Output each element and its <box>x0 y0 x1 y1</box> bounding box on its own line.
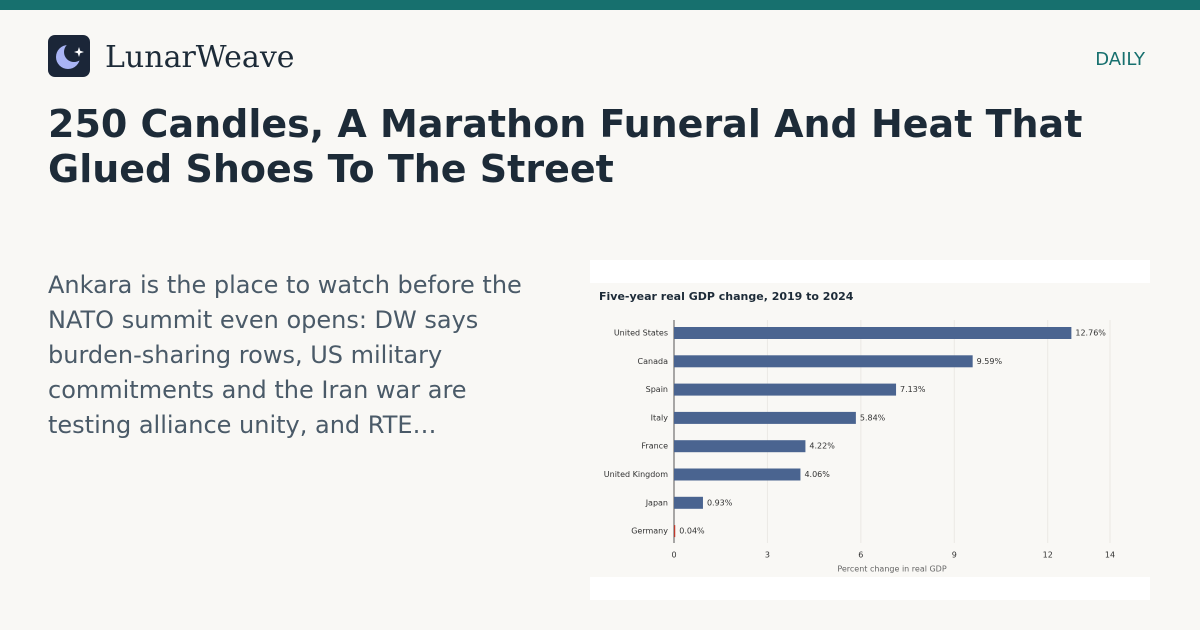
x-tick-label: 14 <box>1105 551 1115 560</box>
x-tick-label: 0 <box>671 551 676 560</box>
y-tick-label: Canada <box>638 357 669 366</box>
x-tick-label: 9 <box>952 551 957 560</box>
value-label: 0.93% <box>707 498 733 507</box>
value-label: 0.04% <box>679 527 705 536</box>
bar <box>674 327 1072 339</box>
bar <box>674 525 676 538</box>
value-label: 7.13% <box>900 385 926 394</box>
value-label: 5.84% <box>860 413 886 422</box>
x-tick-label: 6 <box>858 551 863 560</box>
y-tick-label: Spain <box>646 385 668 394</box>
x-axis-label: Percent change in real GDP <box>837 565 947 574</box>
chart-title: Five-year real GDP change, 2019 to 2024 <box>599 290 854 303</box>
top-bar <box>0 0 1200 10</box>
brand[interactable]: LunarWeave <box>105 40 295 75</box>
bar <box>674 411 856 424</box>
bar <box>674 440 806 453</box>
headline: 250 Candles, A Marathon Funeral And Heat… <box>48 102 1200 192</box>
logo <box>48 35 90 77</box>
section-label[interactable]: DAILY <box>1095 49 1145 70</box>
value-label: 4.22% <box>809 442 835 451</box>
bar <box>674 468 801 481</box>
y-tick-label: Japan <box>645 498 668 507</box>
bar <box>674 496 703 509</box>
y-tick-label: Italy <box>651 413 669 422</box>
value-label: 9.59% <box>977 357 1003 366</box>
value-label: 12.76% <box>1075 329 1106 338</box>
y-tick-label: United Kingdom <box>604 470 668 479</box>
x-tick-label: 12 <box>1043 551 1053 560</box>
bar <box>674 355 973 368</box>
x-tick-label: 3 <box>765 551 770 560</box>
chart: Five-year real GDP change, 2019 to 2024 … <box>590 260 1150 600</box>
y-tick-label: Germany <box>631 527 668 536</box>
headline-text: 250 Candles, A Marathon Funeral And Heat… <box>48 102 1083 191</box>
y-tick-label: France <box>641 442 668 451</box>
bar <box>674 383 897 396</box>
summary: Ankara is the place to watch before the … <box>48 271 522 439</box>
y-tick-label: United States <box>614 329 668 338</box>
value-label: 4.06% <box>804 470 830 479</box>
